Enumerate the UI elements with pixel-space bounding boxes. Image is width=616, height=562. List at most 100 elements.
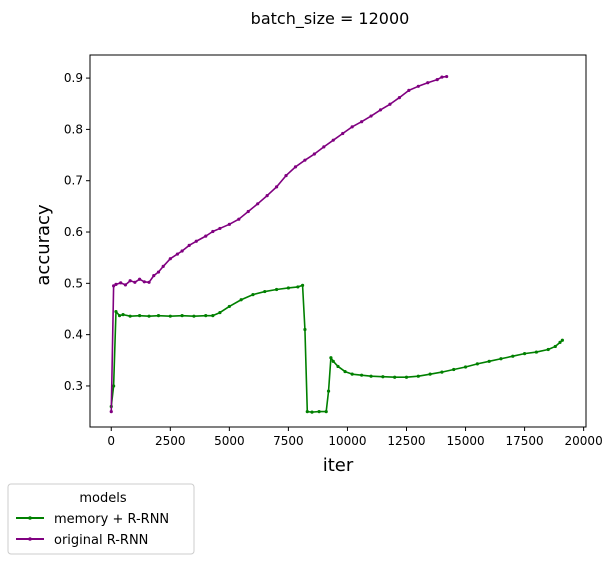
x-tick-label: 0	[107, 434, 115, 448]
data-point-memory-rrnn	[343, 369, 347, 374]
x-tick-label: 2500	[155, 434, 186, 448]
chart-title: batch_size = 12000	[251, 9, 410, 29]
y-tick-label: 0.5	[64, 276, 83, 290]
data-point-memory-rrnn	[336, 364, 340, 369]
data-point-memory-rrnn	[300, 283, 305, 287]
data-point-memory-rrnn	[546, 347, 550, 352]
data-point-memory-rrnn	[117, 314, 122, 318]
data-point-memory-rrnn	[326, 389, 331, 393]
data-point-original-rrnn	[341, 131, 345, 136]
data-point-memory-rrnn	[310, 410, 314, 414]
data-point-memory-rrnn	[147, 314, 151, 318]
data-point-original-rrnn	[303, 158, 307, 162]
y-axis-label: accuracy	[33, 204, 54, 286]
data-point-original-rrnn	[227, 222, 231, 226]
data-point-memory-rrnn	[286, 286, 290, 290]
data-point-memory-rrnn	[369, 374, 373, 378]
data-point-memory-rrnn	[360, 373, 364, 377]
y-tick-label: 0.4	[64, 328, 83, 342]
data-point-memory-rrnn	[211, 314, 215, 318]
x-axis-label: iter	[323, 455, 354, 476]
data-point-original-rrnn	[378, 108, 383, 112]
data-point-original-rrnn	[407, 88, 411, 93]
data-point-memory-rrnn	[487, 359, 491, 363]
data-point-original-rrnn	[445, 74, 449, 79]
data-point-memory-rrnn	[192, 314, 196, 318]
data-point-original-rrnn	[218, 226, 222, 231]
data-point-original-rrnn	[350, 125, 354, 129]
data-point-original-rrnn	[204, 234, 208, 238]
data-point-memory-rrnn	[156, 314, 161, 318]
data-point-original-rrnn	[322, 145, 326, 149]
data-point-original-rrnn	[142, 280, 146, 284]
data-point-original-rrnn	[312, 152, 316, 156]
data-point-original-rrnn	[211, 229, 215, 234]
data-point-memory-rrnn	[180, 314, 184, 318]
data-point-memory-rrnn	[475, 362, 479, 366]
data-point-memory-rrnn	[350, 372, 354, 376]
data-point-original-rrnn	[274, 185, 279, 189]
data-point-original-rrnn	[168, 257, 172, 261]
y-axis-ticks: 0.3 0.4 0.5 0.6 0.7 0.8 0.9	[64, 71, 90, 393]
legend-title: models	[79, 491, 126, 506]
data-point-original-rrnn	[156, 270, 161, 274]
data-point-memory-rrnn	[317, 410, 321, 414]
data-point-original-rrnn	[331, 138, 335, 142]
data-point-original-rrnn	[123, 283, 128, 287]
data-point-memory-rrnn	[263, 289, 267, 294]
data-point-memory-rrnn	[168, 314, 172, 318]
data-point-memory-rrnn	[511, 354, 515, 358]
data-point-memory-rrnn	[522, 352, 527, 356]
legend-box	[7, 483, 195, 555]
data-point-original-rrnn	[112, 284, 116, 288]
data-point-original-rrnn	[416, 84, 420, 88]
series-line-original-rrnn	[110, 75, 447, 412]
data-point-memory-rrnn	[274, 287, 279, 292]
x-axis-ticks: 0 2500 5000 7500 10000 12500 15000 17500 20000	[107, 427, 603, 448]
data-point-original-rrnn	[187, 243, 191, 247]
data-point-memory-rrnn	[296, 285, 300, 289]
legend-marker-original-rrnn	[28, 537, 32, 541]
data-point-original-rrnn	[284, 173, 288, 178]
data-point-memory-rrnn	[138, 314, 142, 318]
data-point-memory-rrnn	[121, 313, 125, 317]
data-point-original-rrnn	[133, 280, 137, 284]
data-point-memory-rrnn	[558, 340, 562, 344]
y-tick-label: 0.3	[64, 379, 83, 393]
x-tick-label: 12500	[387, 434, 425, 448]
data-point-memory-rrnn	[499, 357, 503, 361]
x-tick-label: 7500	[273, 434, 304, 448]
data-point-memory-rrnn	[114, 309, 118, 314]
data-point-memory-rrnn	[128, 314, 132, 318]
data-point-original-rrnn	[152, 274, 156, 278]
data-point-memory-rrnn	[452, 367, 456, 372]
data-point-memory-rrnn	[218, 310, 222, 315]
data-point-original-rrnn	[388, 102, 392, 106]
data-point-memory-rrnn	[303, 327, 307, 332]
data-point-original-rrnn	[426, 81, 430, 85]
x-tick-label: 20000	[565, 434, 603, 448]
data-point-original-rrnn	[397, 95, 402, 100]
data-point-original-rrnn	[180, 249, 184, 253]
data-point-memory-rrnn	[428, 372, 432, 376]
data-point-memory-rrnn	[227, 304, 231, 309]
data-point-original-rrnn	[114, 282, 118, 286]
data-point-memory-rrnn	[381, 375, 385, 379]
legend-label-memory-rrnn: memory + R-RNN	[54, 512, 169, 527]
x-tick-label: 5000	[214, 434, 245, 448]
data-point-original-rrnn	[360, 120, 364, 124]
data-point-original-rrnn	[440, 75, 444, 79]
legend-marker-memory-rrnn	[28, 516, 32, 520]
data-point-memory-rrnn	[204, 314, 208, 318]
data-point-original-rrnn	[293, 165, 298, 169]
y-tick-label: 0.7	[64, 174, 83, 188]
data-point-memory-rrnn	[239, 298, 243, 302]
data-point-memory-rrnn	[329, 356, 333, 360]
data-point-original-rrnn	[138, 277, 142, 281]
data-point-memory-rrnn	[560, 338, 564, 342]
y-tick-label: 0.8	[64, 122, 83, 136]
data-point-memory-rrnn	[324, 410, 328, 414]
series-layer	[109, 74, 564, 414]
data-point-original-rrnn	[109, 410, 113, 414]
